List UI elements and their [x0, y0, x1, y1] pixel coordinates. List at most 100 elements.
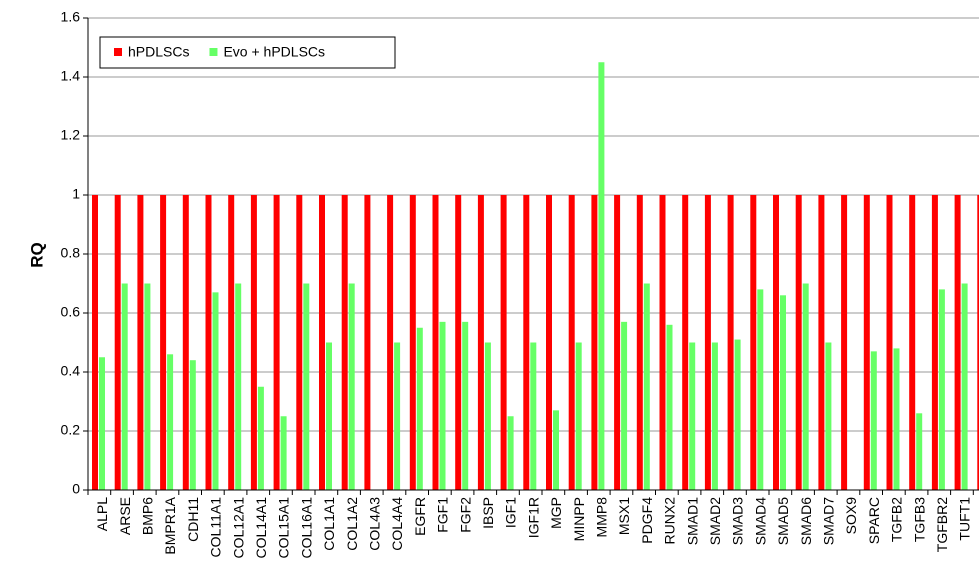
bar: [870, 351, 877, 490]
x-tick-label: MGP: [548, 497, 564, 529]
bar: [416, 327, 423, 490]
bar: [711, 342, 718, 490]
x-tick-label: TGFBR2: [934, 497, 950, 552]
bar: [523, 195, 530, 490]
x-tick-label: SMAD3: [730, 497, 746, 545]
y-tick-label: 0: [72, 481, 80, 497]
bar: [296, 195, 303, 490]
bar: [704, 195, 711, 490]
y-tick-label: 0.6: [61, 304, 81, 320]
bar: [455, 195, 462, 490]
bar: [387, 195, 394, 490]
bar: [773, 195, 779, 490]
x-tick-label: IBSP: [480, 497, 496, 529]
bar: [621, 321, 628, 490]
bar: [341, 195, 348, 490]
bar: [636, 195, 643, 490]
bar: [167, 354, 174, 490]
bar: [250, 195, 257, 490]
bar: [682, 195, 689, 490]
x-tick-label: SMAD1: [684, 497, 700, 545]
bar: [909, 195, 916, 490]
x-tick-label: MMP8: [593, 497, 609, 538]
x-tick-label: RUNX2: [662, 497, 678, 545]
bar: [144, 283, 151, 490]
legend-label: hPDLSCs: [128, 44, 189, 60]
bar: [394, 342, 401, 490]
bar: [348, 283, 355, 490]
x-tick-label: FGF1: [435, 497, 451, 533]
bar: [757, 289, 764, 490]
bar: [507, 416, 514, 490]
x-tick-label: BMP6: [139, 497, 155, 535]
x-tick-label: COL1A2: [344, 497, 360, 551]
bar: [409, 195, 416, 490]
x-tick-label: COL16A1: [298, 497, 314, 559]
x-tick-label: COL15A1: [276, 497, 292, 559]
x-tick-label: TUFT1: [957, 497, 973, 541]
x-tick-label: SMAD5: [775, 497, 791, 545]
x-tick-label: COL1A1: [321, 497, 337, 551]
y-tick-label: 0.4: [61, 363, 81, 379]
x-tick-label: SMAD4: [752, 497, 768, 545]
x-tick-label: SMAD2: [707, 497, 723, 545]
x-tick-label: COL11A1: [208, 497, 224, 558]
bar: [643, 283, 650, 490]
bar: [160, 195, 167, 490]
x-tick-label: BMPR1A: [162, 496, 178, 554]
bar: [280, 416, 287, 490]
legend-swatch: [209, 48, 218, 56]
bar: [886, 195, 893, 490]
bar: [614, 195, 621, 490]
x-tick-label: CDH11: [185, 497, 201, 542]
x-tick-label: COL14A1: [253, 497, 269, 559]
x-tick-label: TGFB2: [889, 497, 905, 542]
bar: [500, 195, 507, 490]
y-tick-label: 1.6: [61, 9, 81, 25]
x-tick-label: IGF1R: [525, 497, 541, 538]
bar: [893, 348, 900, 490]
x-tick-label: ALPL: [94, 497, 110, 531]
bar: [364, 195, 371, 490]
bar: [114, 195, 121, 490]
y-tick-label: 1: [72, 186, 80, 202]
y-tick-label: 1.4: [61, 68, 81, 84]
x-tick-label: SPARC: [866, 497, 882, 544]
bar: [598, 62, 605, 490]
bar: [530, 342, 537, 490]
bar: [750, 195, 757, 490]
x-tick-label: COL4A3: [366, 497, 382, 551]
bar: [780, 295, 786, 490]
x-tick-label: SMAD7: [820, 497, 836, 545]
bar: [257, 386, 264, 490]
bar: [137, 195, 144, 490]
x-tick-label: EGFR: [412, 497, 428, 536]
bar: [303, 283, 310, 490]
bar: [273, 195, 280, 490]
bar: [841, 195, 848, 490]
bar: [189, 360, 196, 490]
bar: [954, 195, 961, 490]
bar: [121, 283, 128, 490]
bar: [727, 195, 734, 490]
bar: [182, 195, 189, 490]
bar: [99, 357, 105, 490]
x-tick-label: IGF1: [503, 497, 519, 528]
bar: [575, 342, 582, 490]
y-tick-label: 1.2: [61, 127, 81, 143]
bar: [228, 195, 235, 490]
bar: [666, 324, 673, 490]
bar: [568, 195, 575, 490]
bar: [205, 195, 212, 490]
bar: [319, 195, 325, 490]
bar: [689, 342, 696, 490]
bar: [92, 195, 98, 490]
x-tick-label: MINPP: [571, 497, 587, 541]
x-tick-label: FGF2: [457, 497, 473, 533]
x-tick-label: SMAD6: [798, 497, 814, 545]
bar: [825, 342, 832, 490]
bar: [818, 195, 825, 490]
bar: [546, 195, 552, 490]
bar: [326, 342, 332, 490]
